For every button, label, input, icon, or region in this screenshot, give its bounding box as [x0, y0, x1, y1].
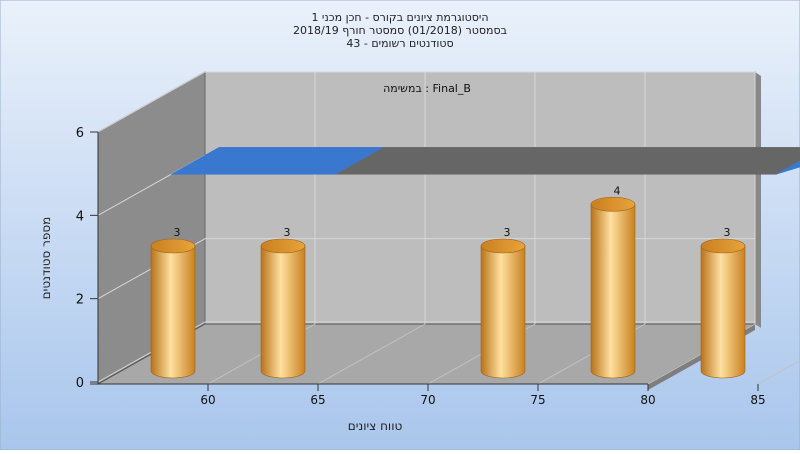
y-tick-label: 0 [76, 376, 84, 391]
bar-60-65 [261, 239, 305, 378]
x-tick-label: 70 [420, 393, 435, 407]
bar-55-60 [151, 239, 195, 378]
x-axis-label: טווח ציונים [348, 419, 403, 433]
y-tick-label: 6 [76, 126, 84, 141]
chart-title-line-1: היסטוגרמת ציונים בקורס - חכן מכני 1 [311, 11, 488, 24]
bar-body [261, 246, 305, 378]
bar-top [701, 239, 745, 253]
y-axis-label: מספר סטודנטים [39, 217, 53, 300]
bar-body [481, 246, 525, 378]
y-tick-label: 2 [76, 293, 84, 308]
chart-subtitle: במשימה : Final_B [383, 82, 471, 95]
bar-80-85 [701, 239, 745, 378]
x-tick-label: 75 [530, 393, 545, 407]
bar-75-80 [591, 197, 635, 378]
y-tick-label: 4 [76, 209, 84, 224]
back-wall-edge [755, 72, 761, 328]
floor [98, 324, 755, 384]
x-tick-label: 65 [310, 393, 325, 407]
chart-title-line-2: בסמסטר (01/2018) סמסטר חורף 2018/19 [293, 24, 507, 37]
bar-body [701, 246, 745, 378]
bar-body [151, 246, 195, 378]
x-tick-label: 60 [200, 393, 215, 407]
bar-top [261, 239, 305, 253]
data-label: 3 [174, 226, 181, 239]
data-label: 4 [614, 184, 621, 197]
bar-body [591, 204, 635, 378]
bar-top [591, 197, 635, 211]
data-label: 3 [504, 226, 511, 239]
bar-top [151, 239, 195, 253]
x-tick-label: 80 [640, 393, 655, 407]
x-tick-label: 85 [750, 393, 765, 407]
data-label: 3 [284, 226, 291, 239]
chart-title-line-3: סטודנטים רשומים - 43 [346, 37, 453, 50]
data-label: 3 [724, 226, 731, 239]
bar-top [481, 239, 525, 253]
bar-70-75 [481, 239, 525, 378]
